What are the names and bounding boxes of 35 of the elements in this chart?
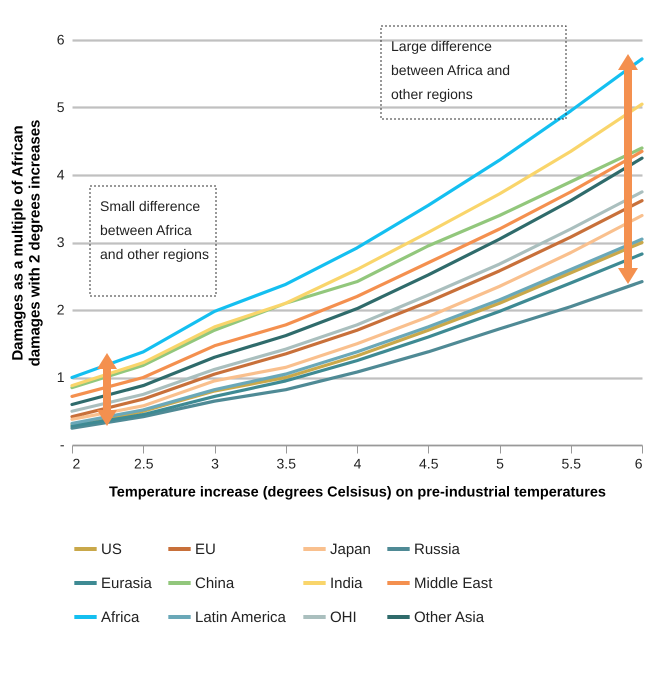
y-axis-title: Damages as a multiple of African damages with 2 degrees increases (10, 120, 44, 366)
legend-label: Japan (330, 541, 371, 558)
legend-label: EU (195, 541, 216, 558)
legend-label: Russia (414, 541, 461, 558)
x-tick-label: 5.5 (562, 456, 582, 472)
line-series (70, 102, 644, 388)
annotation: Large difference between Africa and other regions (391, 38, 510, 102)
legend-label: Other Asia (414, 609, 485, 626)
legend-label: US (101, 541, 122, 558)
x-tick-label: 3.5 (276, 456, 296, 472)
legend-label: Middle East (414, 575, 494, 592)
x-tick-label: 3 (211, 456, 220, 472)
y-tick-label: 4 (56, 166, 65, 182)
x-tick-label: 4.5 (419, 456, 439, 472)
y-tick-label: 5 (56, 99, 65, 115)
legend-label: China (195, 575, 235, 592)
legend-label: OHI (330, 609, 357, 626)
legend-label: Latin America (195, 609, 287, 626)
line-series (70, 57, 644, 380)
legend-label: Eurasia (101, 575, 153, 592)
legend-label: Africa (101, 609, 140, 626)
annotation: Small difference between Africa and other regions (100, 198, 209, 262)
y-tick-label: - (60, 436, 65, 452)
x-axis-title: Temperature increase (degrees Celsisus) on pre-industrial temperatures (109, 484, 606, 500)
line-series (70, 280, 644, 430)
x-tick-label: 2 (72, 456, 80, 472)
legend-label: India (330, 575, 364, 592)
y-tick-label: 2 (56, 302, 65, 318)
y-tick-label: 6 (56, 32, 65, 48)
x-tick-label: 2.5 (134, 456, 154, 472)
y-tick-label: 1 (56, 369, 65, 385)
x-tick-label: 4 (354, 456, 362, 472)
y-tick-label: 3 (56, 234, 65, 250)
x-tick-label: 6 (634, 456, 643, 472)
x-tick-label: 5 (496, 456, 504, 472)
